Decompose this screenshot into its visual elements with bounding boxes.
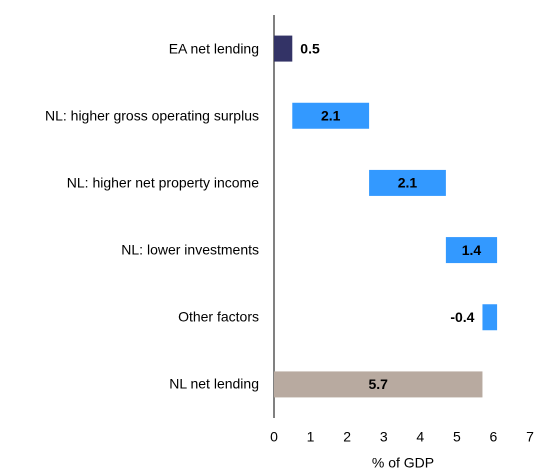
x-tick-label: 2 xyxy=(343,429,351,445)
bar xyxy=(274,35,293,62)
category-label: EA net lending xyxy=(168,40,259,57)
x-axis-label: % of GDP xyxy=(372,455,434,471)
category-label: NL: higher net property income xyxy=(66,174,259,191)
category-label: Other factors xyxy=(178,308,259,325)
bar xyxy=(369,169,446,196)
bar xyxy=(274,371,483,398)
x-tick-label: 5 xyxy=(453,429,461,445)
bar xyxy=(445,237,498,264)
data-label: 5.7 xyxy=(368,376,388,392)
category-label: NL net lending xyxy=(169,375,259,392)
x-tick-label: 4 xyxy=(416,429,424,445)
data-label: 0.5 xyxy=(300,40,320,56)
data-label: 1.4 xyxy=(462,242,482,258)
x-tick-label: 7 xyxy=(526,429,534,445)
x-tick-label: 3 xyxy=(380,429,388,445)
data-label: 2.1 xyxy=(321,107,341,123)
category-label: NL: higher gross operating surplus xyxy=(44,107,259,124)
data-label: 2.1 xyxy=(398,175,418,191)
category-label: NL: lower investments xyxy=(121,241,259,258)
x-tick-label: 1 xyxy=(307,429,315,445)
x-tick-label: 6 xyxy=(490,429,498,445)
bar xyxy=(482,304,498,331)
bar xyxy=(292,102,370,129)
data-label: -0.4 xyxy=(450,309,474,325)
x-tick-label: 0 xyxy=(270,429,278,445)
